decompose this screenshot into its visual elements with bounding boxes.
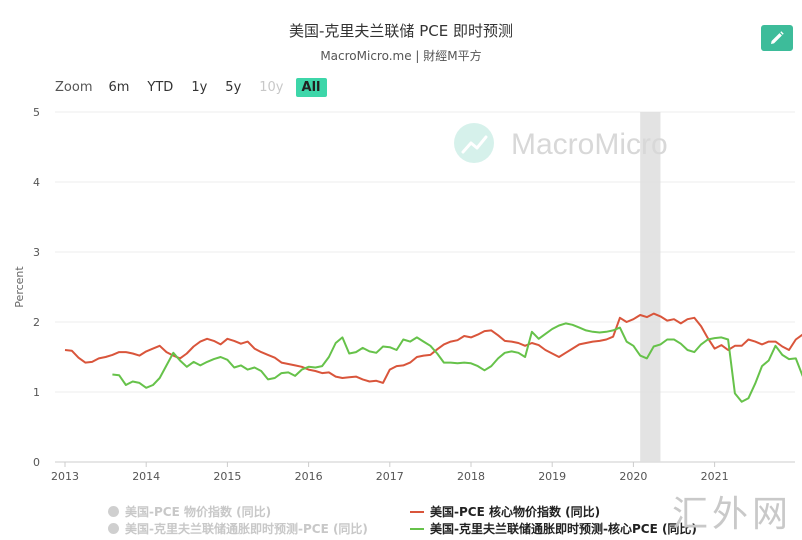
x-tick-label: 2017	[376, 470, 404, 483]
x-tick-label: 2019	[538, 470, 566, 483]
edit-button[interactable]	[761, 25, 793, 51]
y-tick-label: 5	[33, 106, 40, 119]
zoom-6m-button[interactable]: 6m	[108, 80, 130, 95]
legend-item-core-pce[interactable]: 美国-PCE 核心物价指数 (同比)	[410, 503, 600, 520]
zoom-1y-button[interactable]: 1y	[191, 80, 208, 95]
y-axis-label: Percent	[13, 266, 26, 308]
y-tick-label: 2	[33, 316, 40, 329]
y-tick-label: 0	[33, 456, 40, 469]
legend-label: 美国-克里夫兰联储通胀即时预测-核心PCE (同比)	[430, 522, 697, 536]
trend-arrow-icon	[461, 135, 488, 154]
x-tick-label: 2016	[295, 470, 323, 483]
legend-marker	[108, 506, 119, 517]
recession-shade	[640, 112, 661, 462]
x-tick-label: 2015	[213, 470, 241, 483]
y-tick-label: 1	[33, 386, 40, 399]
legend-item-core-pce-nowcast[interactable]: 美国-克里夫兰联储通胀即时预测-核心PCE (同比)	[410, 520, 697, 537]
core-pce-nowcast-line	[112, 322, 802, 403]
zoom-ytd-button[interactable]: YTD	[147, 80, 174, 95]
legend-marker	[410, 510, 424, 513]
chart-title: 美国-克里夫兰联储 PCE 即时预测	[289, 22, 513, 40]
x-tick-label: 2014	[132, 470, 160, 483]
chart-axes: 0 1 2 3 4 5 2013 2014 2015 2016 2017 2018 2019 2020 20…	[33, 106, 729, 483]
x-tick-label: 2021	[701, 470, 729, 483]
chart-grid	[55, 111, 795, 463]
legend-label: 美国-克里夫兰联储通胀即时预测-PCE (同比)	[125, 522, 368, 536]
zoom-all-button[interactable]: All	[295, 78, 327, 97]
macromicro-logo-icon	[454, 123, 494, 163]
legend-label: 美国-PCE 核心物价指数 (同比)	[430, 505, 601, 519]
zoom-label: Zoom	[55, 80, 93, 95]
x-tick-label: 2020	[619, 470, 647, 483]
zoom-5y-button[interactable]: 5y	[225, 80, 242, 95]
y-tick-label: 4	[33, 176, 40, 189]
chart-series	[64, 312, 802, 403]
zoom-10y-button: 10y	[259, 80, 284, 95]
zoom-bar: Zoom 6m YTD 1y 5y 10y All	[55, 78, 333, 97]
core-pce-line	[64, 312, 802, 384]
legend-marker	[108, 523, 119, 534]
macromicro-watermark-text: MacroMicro	[511, 128, 668, 161]
chart-subtitle: MacroMicro.me | 財經M平方	[320, 49, 482, 63]
corner-watermark: 汇外网	[672, 494, 793, 535]
y-tick-label: 3	[33, 246, 40, 259]
legend-marker	[410, 527, 424, 530]
pencil-icon	[771, 31, 784, 44]
legend-item-pce[interactable]: 美国-PCE 物价指数 (同比)	[108, 503, 271, 520]
legend-item-pce-nowcast[interactable]: 美国-克里夫兰联储通胀即时预测-PCE (同比)	[108, 520, 368, 537]
legend-label: 美国-PCE 物价指数 (同比)	[125, 505, 272, 519]
x-tick-label: 2013	[51, 470, 79, 483]
recession-band	[640, 112, 661, 462]
x-tick-label: 2018	[457, 470, 485, 483]
macromicro-watermark: MacroMicro	[454, 123, 668, 163]
